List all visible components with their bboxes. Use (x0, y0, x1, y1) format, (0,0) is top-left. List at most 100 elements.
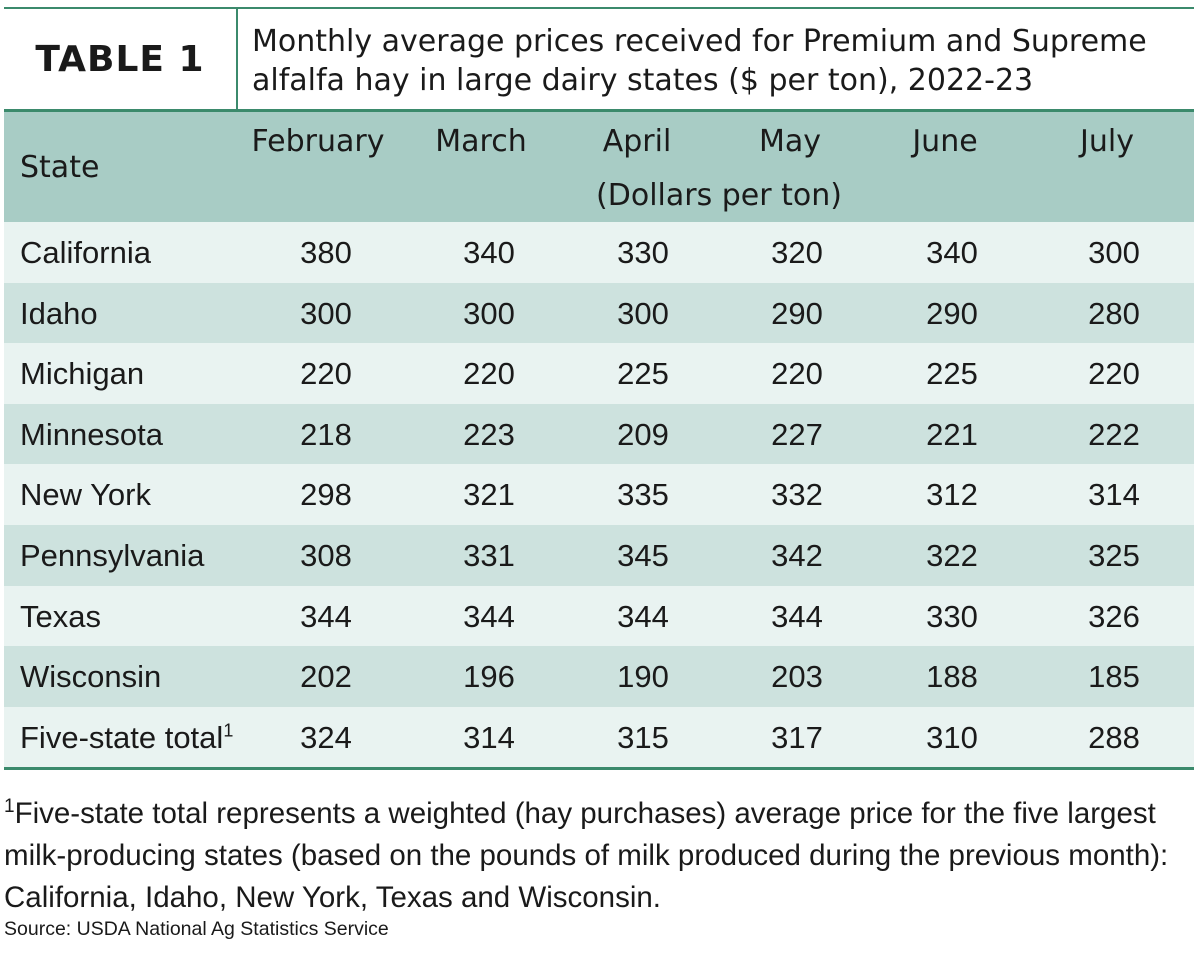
value-cell: 344 (771, 598, 823, 634)
table-row: Five-state total1 324 314 315 317 310 288 (4, 706, 1194, 768)
value-cell: 344 (463, 598, 515, 634)
value-cell: 331 (463, 538, 515, 573)
value-cell: 300 (1088, 235, 1140, 270)
value-cell: 322 (926, 538, 978, 573)
value-cell: 332 (771, 477, 823, 513)
table-row: Texas 344 344 344 344 330 326 (4, 585, 1194, 647)
column-header: July (1080, 124, 1134, 159)
value-cell: 315 (617, 719, 669, 755)
table-row: California 380 340 330 320 340 300 (4, 222, 1194, 283)
value-cell: 222 (1088, 416, 1140, 452)
table-label: TABLE 1 (35, 38, 205, 80)
table-row: New York 298 321 335 332 312 314 (4, 464, 1194, 526)
column-header: May (758, 124, 822, 159)
value-cell: 314 (463, 719, 515, 755)
column-header: State (20, 150, 100, 185)
value-cell: 221 (926, 416, 978, 452)
value-cell: 220 (463, 356, 515, 392)
state-cell: Minnesota (20, 417, 163, 453)
state-name: New York (20, 477, 151, 513)
value-cell: 321 (463, 477, 515, 513)
value-cell: 190 (617, 659, 669, 695)
state-cell: Pennsylvania (20, 538, 204, 574)
state-cell: California (20, 235, 151, 271)
state-name: Texas (20, 598, 101, 634)
column-header: February (251, 124, 385, 159)
column-header: June (912, 124, 978, 159)
value-cell: 202 (300, 659, 352, 695)
rule (4, 109, 1194, 112)
value-cell: 220 (1088, 356, 1140, 392)
table-row: Idaho 300 300 300 290 290 280 (4, 282, 1194, 344)
table-row: Michigan 220 220 225 220 225 220 (4, 343, 1194, 405)
source: Source: USDA National Ag Statistics Serv… (4, 918, 389, 940)
value-cell: 220 (771, 356, 823, 392)
footnote-text: Five-state total represents a weighted (… (4, 796, 1169, 914)
value-cell: 342 (771, 538, 823, 573)
state-cell: Wisconsin (20, 659, 161, 695)
value-cell: 280 (1088, 295, 1140, 331)
value-cell: 340 (463, 235, 515, 270)
value-cell: 298 (300, 477, 352, 513)
state-name: Wisconsin (20, 659, 162, 695)
value-cell: 344 (300, 598, 352, 634)
table-row: Wisconsin 202 196 190 203 188 185 (4, 646, 1194, 708)
value-cell: 340 (926, 235, 978, 270)
value-cell: 314 (1088, 477, 1140, 513)
state-name: Idaho (20, 295, 98, 331)
value-cell: 344 (617, 598, 669, 634)
footnote-marker: 1 (4, 796, 15, 817)
rule (4, 767, 1194, 770)
state-cell: New York (20, 477, 151, 513)
value-cell: 290 (926, 295, 978, 331)
column-header: March (435, 124, 527, 159)
table-title: Monthly average prices received for Prem… (252, 24, 1147, 98)
value-cell: 225 (617, 356, 669, 392)
value-cell: 320 (771, 235, 823, 270)
value-cell: 196 (463, 659, 515, 695)
value-cell: 308 (300, 538, 352, 573)
value-cell: 188 (926, 659, 978, 695)
value-cell: 225 (926, 356, 978, 392)
value-cell: 335 (617, 477, 669, 513)
value-cell: 330 (617, 235, 669, 270)
value-cell: 220 (300, 356, 352, 392)
footnote-ref: 1 (223, 720, 234, 741)
rule (4, 7, 1194, 9)
value-cell: 324 (300, 719, 352, 755)
header-row: State (Dollars per ton) February March Apr… (4, 112, 1194, 222)
value-cell: 300 (300, 295, 352, 331)
state-name: California (20, 235, 151, 270)
value-cell: 223 (463, 416, 515, 452)
value-cell: 227 (771, 416, 823, 452)
value-cell: 300 (617, 295, 669, 331)
value-cell: 203 (771, 659, 823, 695)
value-cell: 185 (1088, 659, 1140, 695)
value-cell: 345 (617, 538, 669, 573)
table-row: Minnesota 218 223 209 227 221 222 (4, 403, 1194, 465)
column-header: April (602, 124, 672, 159)
state-name: Five-state total (20, 719, 224, 755)
value-cell: 300 (463, 295, 515, 331)
divider (236, 8, 238, 110)
value-cell: 317 (771, 719, 823, 755)
state-name: Pennsylvania (20, 538, 205, 573)
value-cell: 380 (300, 235, 352, 270)
state-cell: Michigan (20, 356, 144, 392)
value-cell: 325 (1088, 538, 1140, 573)
state-name: Minnesota (20, 416, 164, 452)
state-cell: Idaho (20, 296, 98, 332)
value-cell: 209 (617, 416, 669, 452)
value-cell: 312 (926, 477, 978, 513)
state-name: Michigan (20, 356, 145, 392)
value-cell: 326 (1088, 598, 1140, 634)
value-cell: 310 (926, 719, 978, 755)
value-cell: 290 (771, 295, 823, 331)
value-cell: 330 (926, 598, 978, 634)
value-cell: 288 (1088, 719, 1140, 755)
table-row: Pennsylvania 308 331 345 342 322 325 (4, 525, 1194, 586)
footnote: 1Five-state total represents a weighted … (4, 786, 1194, 919)
value-cell: 218 (300, 416, 352, 452)
unit-label: (Dollars per ton) (596, 178, 842, 213)
